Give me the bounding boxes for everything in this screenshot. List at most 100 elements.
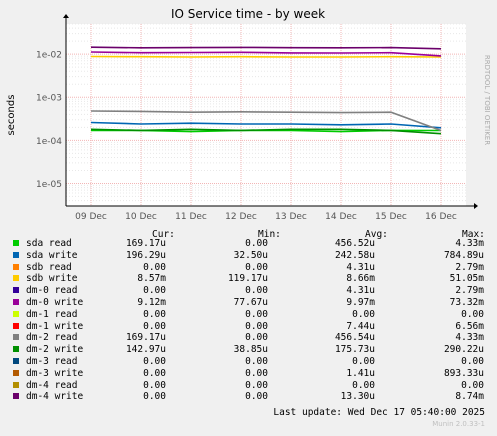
last-update: Last update: Wed Dec 17 05:40:00 2025 xyxy=(273,407,485,418)
legend-label: sdb read xyxy=(26,261,72,273)
legend-swatch xyxy=(13,240,19,246)
legend-label: sdb write xyxy=(26,273,78,285)
legend-min-value: 38.85u xyxy=(233,344,268,356)
legend-swatch xyxy=(13,263,19,270)
legend-min-value: 32.50u xyxy=(233,249,268,261)
legend-min-value: 0.00 xyxy=(245,367,268,379)
legend-cur-value: 0.00 xyxy=(143,285,166,297)
y-tick-label: 1e-02 xyxy=(36,51,62,61)
legend-avg-value: 175.73u xyxy=(334,344,375,356)
legend-avg-value: 4.31u xyxy=(346,285,375,297)
chart: 1e-02 1e-03 1e-04 1e-05 09 Dec 10 Dec 11 Dec 12… xyxy=(6,7,491,222)
legend-max-value: 290.22u xyxy=(443,344,484,356)
watermark-label: RRDTOOL / TOBI OETIKER xyxy=(483,55,491,145)
x-tick-label: 11 Dec xyxy=(175,212,207,222)
legend-min-value: 0.00 xyxy=(245,356,268,367)
legend-cur-value: 0.00 xyxy=(143,261,166,273)
legend-label: dm-1 read xyxy=(26,308,78,320)
legend-cur-value: 142.97u xyxy=(125,344,166,356)
x-tick-label: 12 Dec xyxy=(225,212,257,222)
legend-cur-value: 196.29u xyxy=(125,249,166,261)
legend-swatch xyxy=(13,287,19,294)
legend-label: dm-0 read xyxy=(26,285,78,297)
legend-max-value: 73.32m xyxy=(449,297,484,308)
legend-min-value: 0.00 xyxy=(245,391,268,403)
legend-min-value: 0.00 xyxy=(245,308,268,320)
legend-swatch xyxy=(13,393,19,400)
legend-swatch xyxy=(13,334,19,341)
legend-avg-value: 1.41u xyxy=(346,367,375,379)
legend-cur-value: 8.57m xyxy=(137,273,166,285)
legend-swatch xyxy=(13,275,19,282)
legend-cur-value: 9.12m xyxy=(137,297,166,308)
legend-swatch xyxy=(13,322,19,329)
legend-swatch xyxy=(13,381,19,388)
x-tick-label: 14 Dec xyxy=(325,212,357,222)
legend-swatch xyxy=(13,299,19,305)
x-tick-label: 10 Dec xyxy=(125,212,157,222)
y-axis-arrow xyxy=(63,14,69,18)
legend-avg-value: 9.97m xyxy=(346,297,375,308)
legend-avg-value: 4.31u xyxy=(346,261,375,273)
legend-min-value: 0.00 xyxy=(245,285,268,297)
legend-cur-value: 0.00 xyxy=(143,379,166,391)
legend-max-value: 0.00 xyxy=(461,356,484,367)
legend-avg-value: 456.54u xyxy=(334,332,375,344)
series-line-dm-0-write xyxy=(90,51,442,57)
legend-min-value: 0.00 xyxy=(245,379,268,391)
legend-max-value: 2.79m xyxy=(455,285,484,297)
legend-avg-value: 7.44u xyxy=(346,320,375,332)
legend-swatch xyxy=(13,251,19,258)
legend-swatch xyxy=(13,369,19,376)
legend-avg-value: 8.66m xyxy=(346,273,375,285)
series-line-sdb-write xyxy=(90,55,442,58)
legend-min-value: 119.17u xyxy=(227,273,268,285)
y-tick-label: 1e-05 xyxy=(36,180,62,190)
legend-label: sda read xyxy=(26,238,72,249)
legend-avg-value: 456.52u xyxy=(334,238,375,249)
series-line-dm-2-write xyxy=(90,128,442,135)
series-line-sda-write xyxy=(90,121,442,129)
legend-swatch xyxy=(13,346,19,353)
legend-min-value: 0.00 xyxy=(245,238,268,249)
legend-label: dm-3 write xyxy=(26,367,84,379)
legend-max-value: 51.05m xyxy=(449,273,484,285)
series-line-dm-2-read xyxy=(90,110,442,132)
legend-max-value: 0.00 xyxy=(461,379,484,391)
y-tick-label: 1e-04 xyxy=(36,137,62,147)
legend-max-value: 0.00 xyxy=(461,308,484,320)
legend-label: dm-4 write xyxy=(26,391,84,403)
legend-header-max: Max: xyxy=(462,229,485,240)
legend-avg-value: 0.00 xyxy=(352,356,375,367)
legend-swatch xyxy=(13,358,19,364)
x-tick-label: 13 Dec xyxy=(275,212,307,222)
series-line-dm-4-write xyxy=(90,46,442,50)
legend-label: dm-0 write xyxy=(26,297,84,308)
legend-label: dm-2 read xyxy=(26,332,78,344)
legend-label: sda write xyxy=(26,249,78,261)
legend-cur-value: 169.17u xyxy=(125,332,166,344)
legend-max-value: 6.56m xyxy=(455,320,484,332)
x-tick-label: 09 Dec xyxy=(75,212,107,222)
x-axis-arrow xyxy=(474,203,478,209)
legend-min-value: 0.00 xyxy=(245,261,268,273)
legend-avg-value: 242.58u xyxy=(334,249,375,261)
legend-label: dm-1 write xyxy=(26,320,84,332)
legend-min-value: 77.67u xyxy=(233,297,268,308)
legend-max-value: 893.33u xyxy=(443,367,484,379)
legend-header-cur: Cur: xyxy=(152,229,175,240)
footer: Munin 2.0.33-1 xyxy=(432,420,485,428)
legend-header-avg: Avg: xyxy=(365,229,388,240)
legend-cur-value: 0.00 xyxy=(143,308,166,320)
legend-min-value: 0.00 xyxy=(245,332,268,344)
legend-max-value: 4.33m xyxy=(455,238,484,249)
legend-max-value: 784.89u xyxy=(443,249,484,261)
legend-header-min: Min: xyxy=(258,229,281,240)
plot-area xyxy=(66,24,466,206)
legend-avg-value: 0.00 xyxy=(352,379,375,391)
legend-max-value: 2.79m xyxy=(455,261,484,273)
x-tick-label: 15 Dec xyxy=(375,212,407,222)
y-tick-label: 1e-03 xyxy=(36,94,62,104)
legend-cur-value: 0.00 xyxy=(143,391,166,403)
legend-cur-value: 0.00 xyxy=(143,356,166,367)
